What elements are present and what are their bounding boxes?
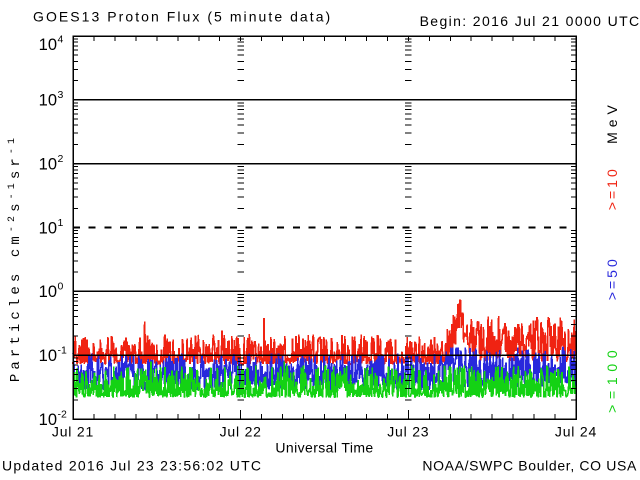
- svg-text:2: 2: [58, 153, 64, 165]
- svg-text:10: 10: [39, 411, 57, 429]
- svg-text:Jul 24: Jul 24: [555, 424, 597, 440]
- svg-text:10: 10: [39, 36, 57, 54]
- svg-text:3: 3: [58, 89, 64, 101]
- svg-text:GOES13 Proton Flux (5 minute d: GOES13 Proton Flux (5 minute data): [33, 9, 332, 25]
- svg-text:Particles cm-2s-1sr-1: Particles cm-2s-1sr-1: [7, 134, 24, 382]
- svg-text:NOAA/SWPC Boulder, CO USA: NOAA/SWPC Boulder, CO USA: [422, 458, 637, 474]
- svg-text:0: 0: [58, 281, 64, 293]
- svg-text:10: 10: [39, 92, 57, 110]
- svg-text:1: 1: [58, 217, 64, 229]
- svg-text:MeV: MeV: [604, 100, 620, 144]
- svg-text:10: 10: [39, 219, 57, 237]
- svg-text:>=100: >=100: [604, 345, 620, 413]
- svg-text:>=50: >=50: [604, 256, 620, 300]
- svg-text:10: 10: [39, 347, 57, 365]
- svg-text:10: 10: [39, 283, 57, 301]
- svg-text:Jul 22: Jul 22: [220, 424, 262, 440]
- svg-text:>=10: >=10: [604, 166, 620, 210]
- svg-text:4: 4: [58, 34, 64, 46]
- svg-text:-2: -2: [58, 408, 67, 420]
- svg-text:Updated 2016 Jul 23 23:56:02 U: Updated 2016 Jul 23 23:56:02 UTC: [2, 458, 262, 474]
- svg-text:Jul 23: Jul 23: [387, 424, 429, 440]
- svg-text:Jul 21: Jul 21: [52, 424, 94, 440]
- svg-text:Universal Time: Universal Time: [275, 440, 373, 456]
- svg-text:10: 10: [39, 156, 57, 174]
- svg-text:Begin: 2016 Jul 21 0000 UTC: Begin: 2016 Jul 21 0000 UTC: [420, 13, 640, 29]
- svg-text:-1: -1: [58, 345, 67, 357]
